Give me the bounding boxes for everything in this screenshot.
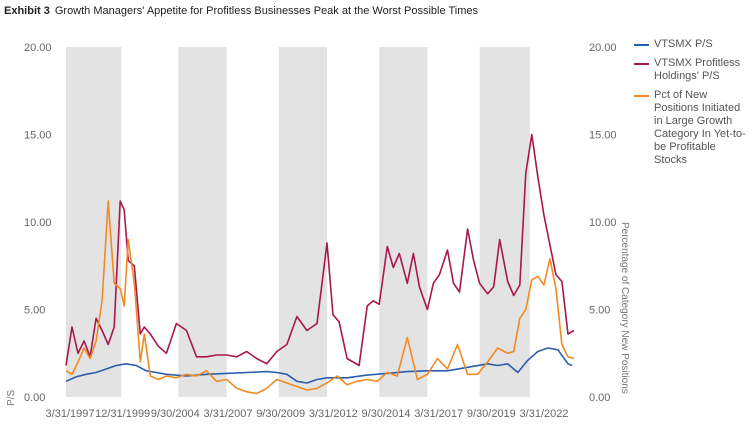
legend-swatch — [634, 44, 649, 46]
y-tick-label: 0.00 — [24, 392, 45, 404]
shaded-period-2 — [278, 47, 328, 397]
x-tick-label: 9/30/2014 — [362, 408, 411, 420]
x-tick-label: 3/31/2017 — [414, 408, 463, 420]
shaded-period-3 — [379, 47, 428, 397]
x-tick-label: 9/30/2019 — [467, 408, 516, 420]
y2-tick-label: 10.00 — [589, 217, 617, 229]
x-tick-label: 9/30/2009 — [256, 408, 305, 420]
legend-label: Pct of New Positions Initiated in Large … — [654, 89, 746, 166]
y-tick-label: 10.00 — [24, 217, 52, 229]
exhibit-label: Exhibit 3 — [4, 5, 50, 17]
chart-title: Exhibit 3 Growth Managers' Appetite for P… — [4, 5, 478, 17]
y2-axis-label: Percentage of Category New Positions — [619, 222, 630, 394]
legend: VTSMX P/S VTSMX Profitless Holdings' P/S P… — [634, 38, 749, 173]
x-tick-label: 9/30/2004 — [151, 408, 200, 420]
y-axis-left: 20.00 15.00 10.00 5.00 0.00 — [24, 42, 52, 404]
shaded-periods — [66, 47, 530, 397]
x-tick-label: 3/31/1997 — [46, 408, 95, 420]
series-line-2 — [65, 200, 575, 395]
shaded-period-1 — [178, 47, 227, 397]
legend-swatch — [634, 63, 649, 65]
legend-label: VTSMX Profitless Holdings' P/S — [654, 57, 741, 82]
x-tick-label: 3/31/2022 — [520, 408, 569, 420]
legend-item: VTSMX Profitless Holdings' P/S — [634, 57, 749, 83]
y-tick-label: 5.00 — [24, 305, 45, 317]
y2-tick-label: 0.00 — [589, 392, 610, 404]
x-tick-label: 3/31/2007 — [204, 408, 253, 420]
legend-item: VTSMX P/S — [634, 38, 749, 51]
x-tick-label: 12/31/1999 — [95, 408, 150, 420]
y2-tick-label: 15.00 — [589, 130, 617, 142]
series-lines — [65, 133, 575, 395]
y-axis-right: 20.00 15.00 10.00 5.00 0.00 — [589, 42, 617, 404]
y2-tick-label: 5.00 — [589, 305, 610, 317]
series-line-1 — [65, 133, 575, 367]
y2-tick-label: 20.00 — [589, 42, 617, 54]
shaded-period-0 — [66, 47, 122, 397]
legend-label: VTSMX P/S — [654, 38, 713, 50]
legend-swatch — [634, 95, 649, 97]
series-line-0 — [65, 347, 573, 384]
legend-item: Pct of New Positions Initiated in Large … — [634, 89, 749, 167]
shaded-period-4 — [479, 47, 530, 397]
y-tick-label: 15.00 — [24, 130, 52, 142]
x-axis: 3/31/1997 12/31/1999 9/30/2004 3/31/2007 9/3… — [46, 408, 569, 420]
x-tick-label: 3/31/2012 — [309, 408, 358, 420]
chart-title-text: Growth Managers' Appetite for Profitless… — [54, 5, 478, 17]
y-axis-label: P/S — [6, 390, 17, 406]
y-tick-label: 20.00 — [24, 42, 52, 54]
